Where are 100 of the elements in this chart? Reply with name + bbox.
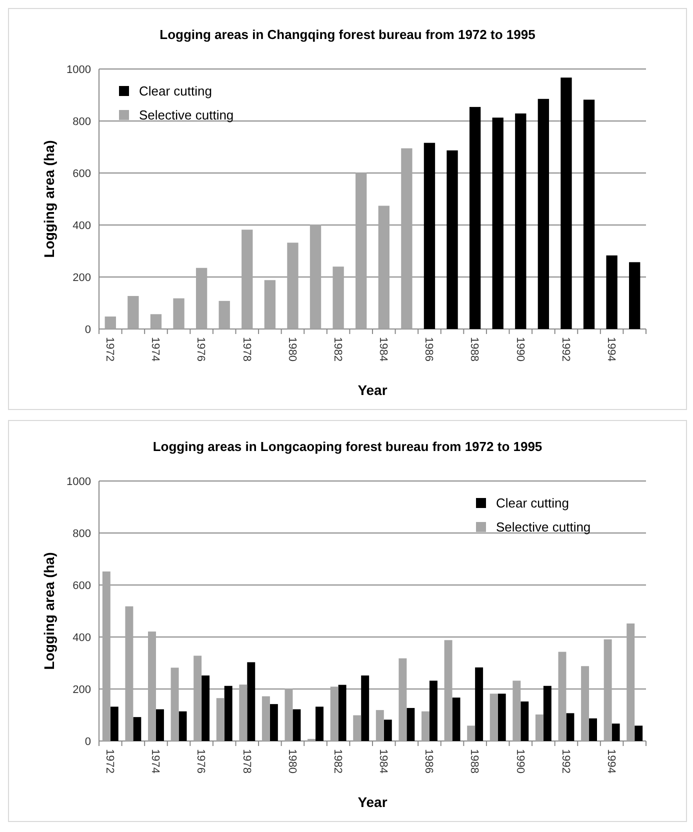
y-tick-label: 800 [72, 116, 91, 128]
x-tick-label: 1994 [604, 749, 617, 774]
x-tick-label: 1980 [286, 749, 298, 774]
bar [376, 710, 384, 741]
y-tick-label: 200 [72, 272, 91, 284]
x-tick-label: 1978 [240, 749, 252, 774]
x-tick-label: 1986 [422, 337, 435, 362]
bar [356, 172, 367, 329]
legend-label: Selective cutting [496, 520, 591, 535]
y-axis-title: Logging area (ha) [41, 552, 57, 670]
bar [492, 118, 504, 329]
bar [589, 718, 597, 741]
bar [422, 711, 430, 741]
bar [287, 242, 298, 329]
bar [467, 726, 476, 741]
bar [361, 675, 370, 741]
bar [156, 709, 164, 741]
x-tick-label: 1990 [514, 337, 526, 362]
bar [401, 148, 412, 329]
bar [270, 704, 278, 741]
bar [239, 684, 248, 741]
bar [128, 296, 139, 329]
x-tick-label: 1988 [468, 749, 480, 774]
bar [583, 100, 595, 329]
bar [515, 113, 526, 329]
bar [560, 78, 572, 329]
y-tick-label: 600 [72, 580, 91, 592]
bar [102, 571, 110, 741]
legend-label: Selective cutting [139, 108, 234, 123]
bar [178, 711, 187, 741]
x-tick-label: 1984 [377, 337, 390, 362]
bar [604, 639, 612, 741]
bar [194, 656, 202, 741]
x-tick-label: 1982 [331, 749, 344, 774]
chart-title: Logging areas in Longcaoping forest bureau from 1972 to 1995 [152, 439, 542, 454]
x-tick-label: 1984 [377, 749, 390, 774]
bar [338, 684, 346, 741]
bar [469, 106, 481, 329]
bar [452, 698, 460, 741]
bar [332, 266, 344, 329]
bar [264, 280, 276, 329]
y-tick-label: 200 [72, 684, 91, 696]
x-tick-label: 1976 [194, 749, 207, 774]
bar [424, 142, 436, 329]
bar [490, 694, 498, 741]
bar [566, 713, 574, 741]
bar [242, 230, 253, 329]
bar [512, 680, 521, 741]
bar [406, 708, 415, 741]
bar [581, 666, 590, 741]
x-tick-label: 1986 [422, 749, 435, 774]
bar [292, 709, 301, 741]
y-tick-label: 1000 [66, 476, 91, 488]
bar [316, 706, 324, 741]
bar [216, 698, 224, 741]
x-tick-label: 1972 [104, 749, 116, 774]
bar [378, 206, 390, 329]
bar [475, 667, 484, 741]
y-tick-label: 600 [72, 168, 91, 180]
x-tick-label: 1974 [149, 749, 162, 774]
bar [284, 688, 293, 741]
x-tick-label: 1980 [286, 337, 298, 362]
x-tick-label: 1988 [468, 337, 480, 362]
bar [148, 632, 156, 741]
bar [353, 715, 362, 741]
x-tick-label: 1982 [331, 337, 344, 362]
bar [446, 150, 458, 329]
x-tick-label: 1974 [149, 337, 162, 362]
x-tick-label: 1992 [559, 337, 572, 362]
bar [218, 300, 230, 329]
bar [125, 606, 134, 741]
chart-title: Logging areas in Changqing forest bureau from 1972 to 1995 [160, 27, 536, 42]
bar [629, 262, 640, 329]
bar [520, 701, 529, 741]
x-axis-title: Year [358, 794, 388, 810]
x-tick-label: 1994 [604, 337, 617, 362]
bar [173, 298, 184, 329]
bar [310, 224, 322, 329]
bar [444, 640, 452, 741]
bar [543, 686, 552, 741]
y-tick-label: 1000 [66, 64, 91, 76]
y-tick-label: 0 [84, 324, 91, 336]
legend-label: Clear cutting [496, 496, 569, 511]
bar [398, 658, 407, 741]
bar [133, 717, 142, 741]
x-tick-label: 1992 [559, 749, 572, 774]
y-tick-label: 400 [72, 220, 91, 232]
bar [558, 652, 566, 741]
bar [330, 686, 338, 741]
bar [247, 662, 256, 741]
bar [626, 623, 635, 741]
x-tick-label: 1978 [240, 337, 252, 362]
x-tick-label: 1990 [514, 749, 526, 774]
bar [224, 686, 232, 741]
bar [538, 98, 550, 329]
y-tick-label: 0 [84, 736, 91, 748]
x-axis-title: Year [358, 382, 388, 398]
y-tick-label: 400 [72, 632, 91, 644]
bar [535, 714, 544, 741]
bar [384, 720, 392, 741]
